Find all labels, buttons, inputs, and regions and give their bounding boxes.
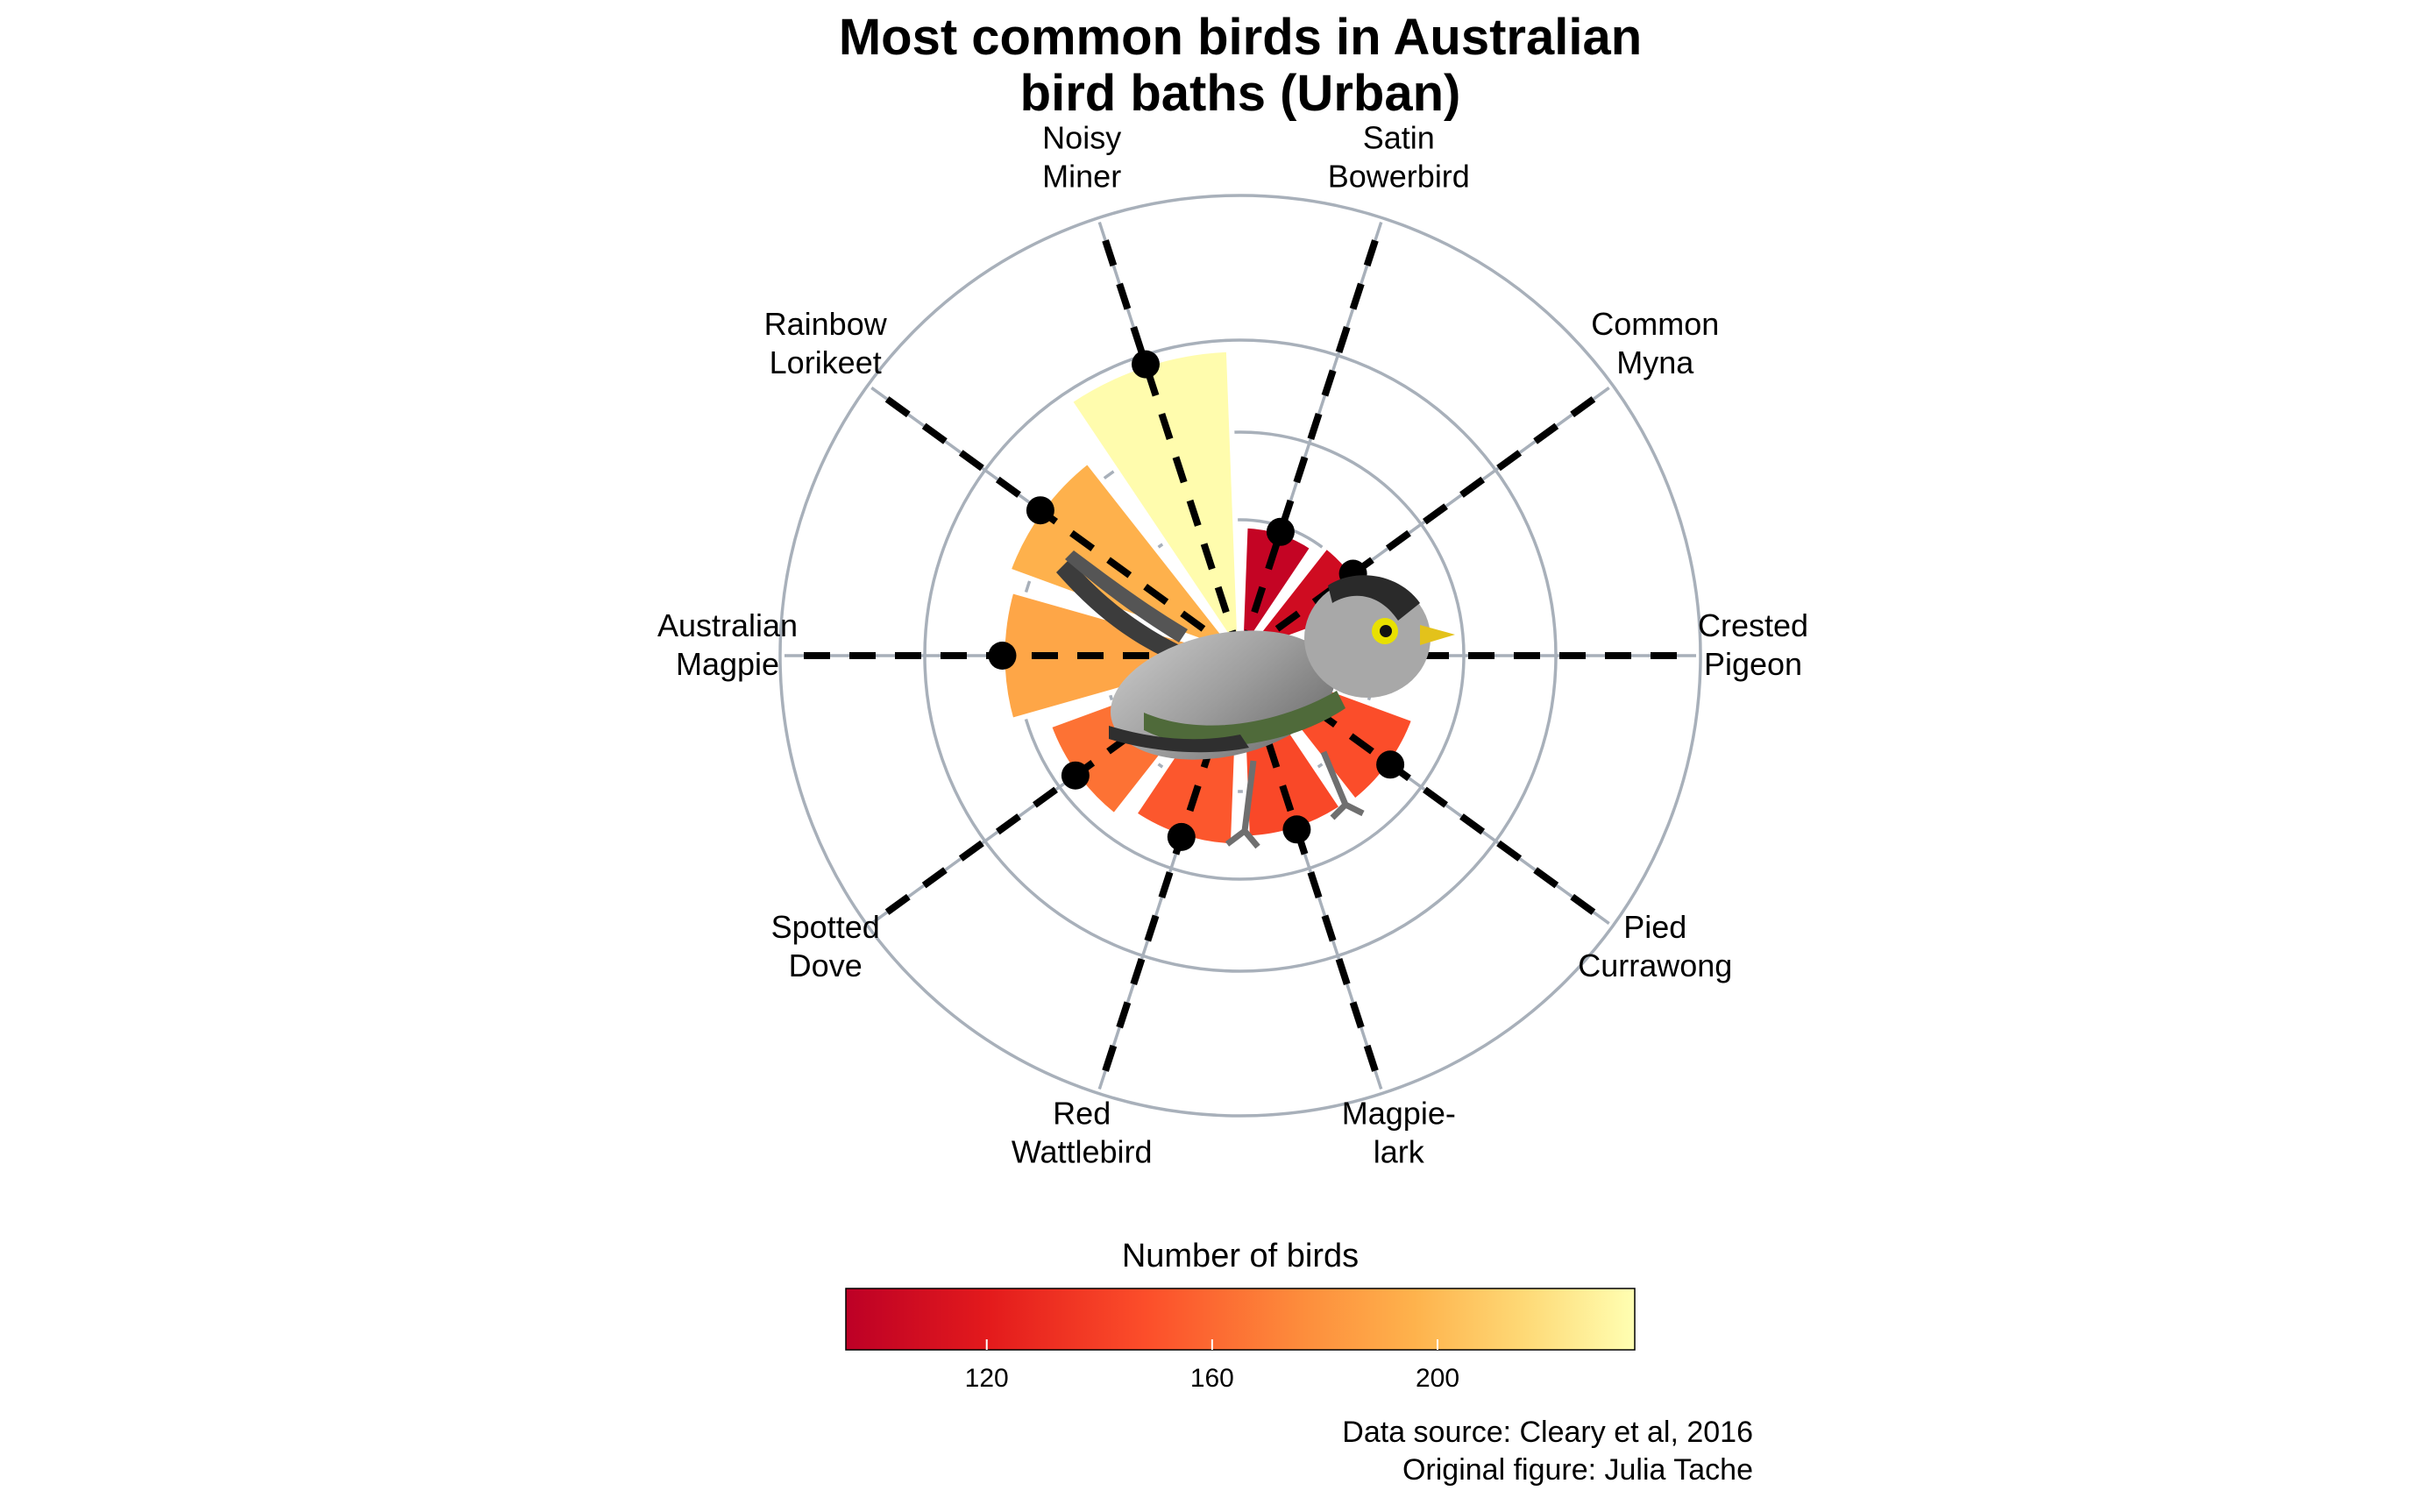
category-label: Common Myna [1591, 306, 1719, 380]
value-point [988, 642, 1017, 670]
caption-original-figure: Original figure: Julia Tache [1402, 1453, 1753, 1487]
dashed-segment [1237, 654, 1385, 1090]
value-point [1282, 815, 1311, 844]
category-label: Australian Magpie [657, 607, 798, 682]
chart-subtitle: bird baths (Urban) [1020, 65, 1461, 122]
category-label: Pied Currawong [1578, 909, 1732, 983]
dashed-segment [1096, 654, 1244, 1090]
dashed-segment [1096, 221, 1244, 657]
legend-tick-label: 160 [1190, 1364, 1234, 1393]
legend-ticks: 120 160 200 [965, 1339, 1459, 1393]
category-label: Satin Bowerbird [1328, 120, 1470, 195]
category-labels: Satin Bowerbird Common Myna Crested Pigeon Pie… [657, 120, 1808, 1170]
category-label: Red Wattlebird [1012, 1095, 1153, 1169]
category-label: Spotted Dove [771, 909, 880, 983]
dashed-segment [1238, 652, 1612, 926]
caption-data-source: Data source: Cleary et al, 2016 [1342, 1416, 1753, 1449]
legend-tick-label: 120 [965, 1364, 1009, 1393]
category-label: Rainbow Lorikeet [764, 306, 888, 380]
dashed-segments [785, 221, 1696, 1090]
dashed-segment [1237, 221, 1385, 657]
dashed-segment [1238, 385, 1612, 659]
category-label: Crested Pigeon [1698, 607, 1808, 682]
legend-tick-label: 200 [1416, 1364, 1459, 1393]
dashed-segment [869, 652, 1243, 926]
noisy-miner-bird-illustration [1056, 550, 1455, 849]
grid-circle [778, 194, 1702, 1118]
category-label: Magpie-lark [1342, 1095, 1456, 1169]
value-point [1061, 761, 1090, 790]
dashed-segment [869, 385, 1243, 659]
legend-colorbar [845, 1288, 1636, 1351]
value-point [1132, 350, 1160, 379]
value-point [1266, 517, 1295, 546]
chart-title: Most common birds in Australian [839, 9, 1642, 66]
value-point [1026, 496, 1054, 525]
category-label: Noisy Miner [1042, 120, 1121, 195]
value-point [1167, 822, 1196, 851]
value-point [1376, 750, 1405, 779]
legend-title: Number of birds [1122, 1238, 1359, 1274]
